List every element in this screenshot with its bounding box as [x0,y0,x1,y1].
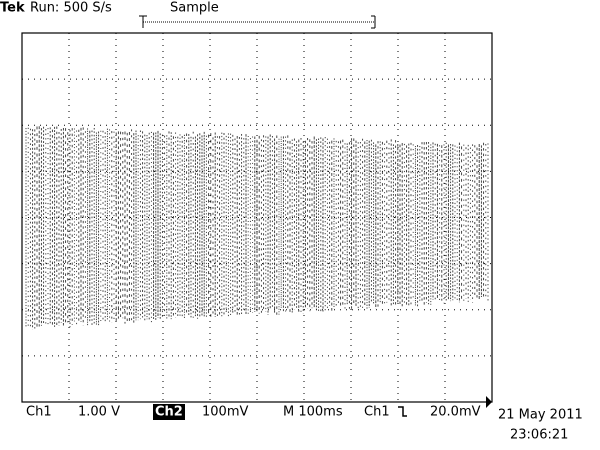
graticule [22,33,492,402]
brand: Tek [0,1,25,16]
acquisition-mode: Sample [170,1,219,16]
ch2-scale: 100mV [202,405,248,420]
date: 21 May 2011 [498,408,583,423]
trigger-source: Ch1 [364,405,390,420]
ch1-label: Ch1 [26,405,52,420]
time: 23:06:21 [510,428,568,443]
record-bracket [139,15,376,29]
waveform [25,126,489,330]
ch1-scale: 1.00 V [78,405,120,420]
trigger-level: 20.0mV [430,405,481,420]
timebase: M 100ms [283,405,343,420]
trigger-marker [486,396,492,408]
ch2-highlight [153,404,185,420]
trigger-slope [398,406,407,417]
status: Run: 500 S/s [30,1,112,16]
ch2-label: Ch2 [155,405,183,420]
